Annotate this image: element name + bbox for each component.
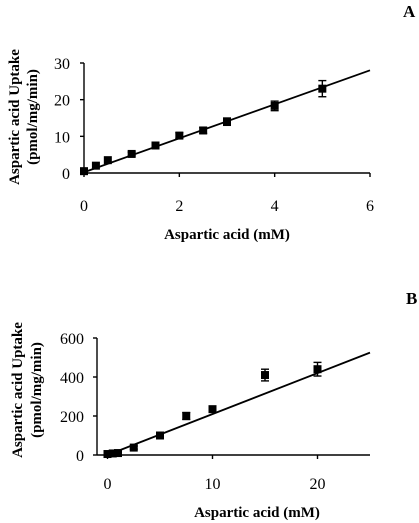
panel-b-data-point bbox=[103, 450, 112, 459]
panel-a-data-point bbox=[318, 84, 327, 93]
panel-b-y-tick-label: 600 bbox=[60, 331, 84, 348]
panel-b-data-point bbox=[156, 431, 164, 440]
panel-a-x-tick-label: 6 bbox=[366, 198, 374, 215]
panel-a-x-tick-label: 2 bbox=[175, 198, 183, 215]
panel-a: A 0 2 4 6 0 10 20 30 Aspartic acid (mM) Asparti… bbox=[7, 2, 416, 243]
panel-a-data-point bbox=[175, 131, 184, 140]
panel-b-y-tick-label: 0 bbox=[76, 448, 84, 465]
panel-b-xlabel: Aspartic acid (mM) bbox=[194, 505, 320, 521]
panel-a-y-tick-label: 20 bbox=[54, 93, 70, 110]
panel-a-x-tick-label: 0 bbox=[80, 198, 88, 215]
panel-b-data-point bbox=[129, 443, 138, 452]
panel-b-x-tick-label: 20 bbox=[310, 476, 326, 493]
panel-b-data-point bbox=[261, 371, 269, 380]
panel-b-data-point bbox=[313, 365, 322, 374]
panel-a-x-tick-label: 4 bbox=[271, 198, 279, 215]
panel-b-x-tick-label: 10 bbox=[205, 476, 221, 493]
panel-b-data-point bbox=[114, 449, 122, 458]
panel-a-y-tick-label: 0 bbox=[62, 166, 70, 183]
panel-b-y-tick-label: 400 bbox=[60, 370, 84, 387]
panel-b-x-tick-label: 0 bbox=[104, 476, 112, 493]
panel-a-y-tick-label: 30 bbox=[54, 56, 70, 73]
panel-b-data-point bbox=[182, 412, 191, 420]
panel-a-data-point bbox=[103, 156, 112, 165]
panel-a-letter: A bbox=[403, 2, 416, 21]
panel-a-data-point bbox=[151, 141, 160, 150]
panel-a-plot: 0 2 4 6 0 10 20 30 bbox=[54, 56, 374, 215]
panel-a-data-point bbox=[127, 149, 136, 158]
panel-b-data-point bbox=[208, 405, 217, 414]
panel-b-ylabel-line2: (pmol/mg/min) bbox=[29, 342, 45, 438]
panel-b-ylabel-line1: Aspartic acid Uptake bbox=[10, 322, 26, 458]
panel-a-xlabel: Aspartic acid (mM) bbox=[164, 227, 290, 243]
panel-b-fit-line bbox=[107, 351, 371, 456]
panel-b-letter: B bbox=[406, 289, 417, 308]
panel-b-data-point bbox=[108, 449, 117, 458]
panel-a-ylabel-line2: (pmol/mg/min) bbox=[25, 69, 41, 165]
panel-b-y-tick-label: 200 bbox=[60, 409, 84, 426]
panel-a-data-point bbox=[270, 101, 279, 110]
panel-a-data-point bbox=[91, 161, 100, 170]
panel-a-ylabel-line1: Aspartic acid Uptake bbox=[7, 49, 23, 185]
panel-a-data-point bbox=[80, 167, 88, 176]
panel-a-y-tick-label: 10 bbox=[54, 129, 70, 146]
panel-a-data-point bbox=[199, 126, 208, 135]
panel-a-data-point bbox=[223, 117, 231, 126]
